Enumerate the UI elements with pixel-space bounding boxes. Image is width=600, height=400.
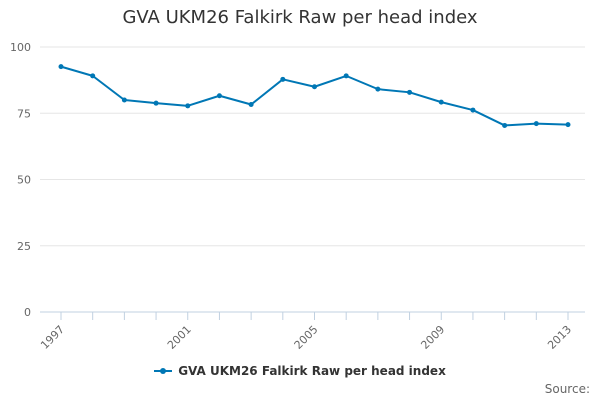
data-point[interactable]	[248, 102, 254, 108]
source-label: Source:	[544, 382, 590, 396]
y-tick-label: 100	[10, 41, 31, 54]
data-point[interactable]	[343, 73, 349, 79]
data-point[interactable]	[216, 93, 222, 99]
series-line	[60, 65, 569, 127]
data-point[interactable]	[280, 76, 286, 82]
data-point[interactable]	[375, 86, 381, 92]
legend[interactable]: GVA UKM26 Falkirk Raw per head index	[0, 364, 600, 378]
y-tick-label: 75	[17, 107, 31, 120]
y-tick-label: 50	[17, 174, 31, 187]
data-point[interactable]	[185, 103, 191, 109]
data-point[interactable]	[438, 99, 444, 105]
x-tick-label: 2009	[418, 323, 447, 352]
data-point[interactable]	[533, 121, 539, 127]
x-tick-label: 2005	[292, 323, 321, 352]
gridlines	[40, 46, 585, 313]
y-axis-tick-labels: 0 25 50 75 100	[10, 41, 31, 319]
legend-series-label: GVA UKM26 Falkirk Raw per head index	[178, 364, 446, 378]
data-point[interactable]	[565, 122, 571, 128]
data-point[interactable]	[502, 122, 508, 128]
x-tick-label: 1997	[38, 323, 67, 352]
data-point[interactable]	[58, 64, 64, 70]
data-point[interactable]	[121, 97, 127, 103]
x-axis: 1997 2001 2005 2009 2013	[38, 312, 574, 352]
data-point[interactable]	[312, 84, 317, 90]
data-point[interactable]	[153, 100, 159, 106]
data-point[interactable]	[470, 107, 476, 113]
y-tick-label: 25	[17, 240, 31, 253]
x-tick-label: 2001	[165, 323, 194, 352]
x-tick-label: 2013	[545, 323, 574, 352]
series-line-layer	[58, 64, 571, 128]
legend-series-swatch-icon	[154, 365, 173, 377]
data-point[interactable]	[90, 73, 96, 79]
chart-title: GVA UKM26 Falkirk Raw per head index	[122, 7, 478, 28]
y-tick-label: 0	[24, 306, 31, 319]
data-point[interactable]	[407, 89, 413, 95]
